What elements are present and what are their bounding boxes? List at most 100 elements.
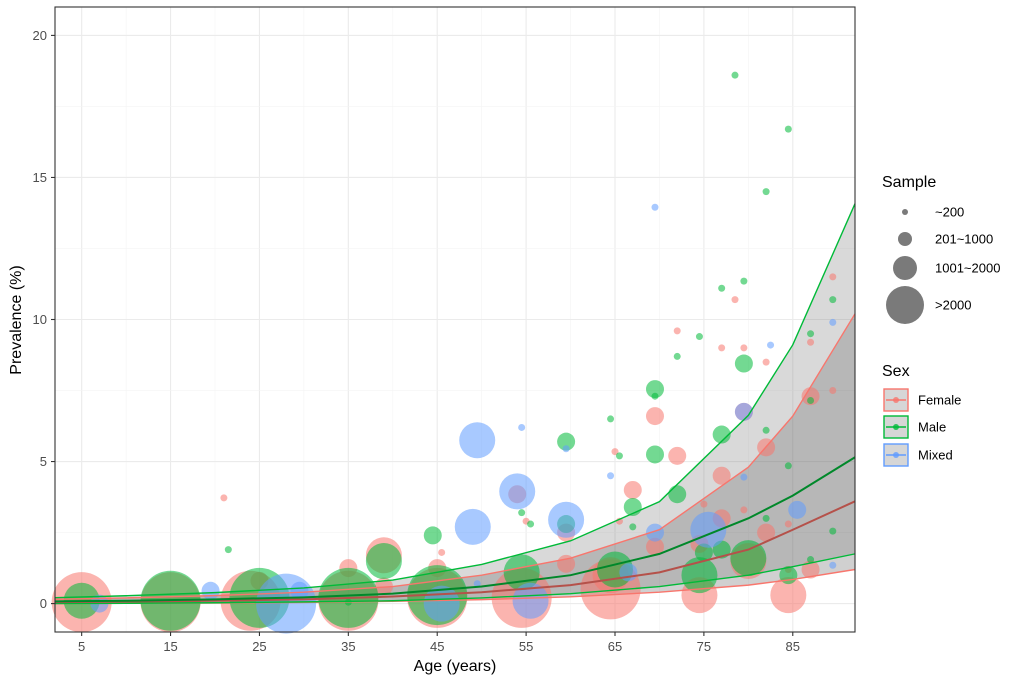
- male-point: [807, 396, 815, 404]
- male-point: [807, 330, 815, 338]
- female-point: [611, 448, 619, 456]
- male-point: [762, 188, 770, 196]
- male-point: [557, 432, 576, 451]
- mixed-point: [473, 580, 481, 588]
- male-point: [695, 333, 703, 341]
- female-point: [646, 407, 664, 426]
- color-legend-title: Sex: [882, 363, 910, 380]
- male-point: [807, 556, 815, 564]
- female-point: [673, 327, 681, 335]
- mixed-point: [201, 581, 220, 600]
- male-point: [712, 425, 731, 444]
- size-legend-label: 1001~2000: [935, 261, 1000, 276]
- color-legend-point: [893, 397, 899, 403]
- male-point: [503, 554, 540, 591]
- x-axis-title: Age (years): [414, 658, 497, 675]
- male-point: [762, 426, 770, 434]
- mixed-point: [646, 523, 664, 542]
- female-point: [712, 466, 731, 485]
- axis-layer: 5 15 25 35 45 55 65 75 85 0 5 10 15 20: [33, 28, 800, 654]
- female-point: [700, 500, 708, 508]
- color-legend-label: Mixed: [918, 448, 953, 463]
- x-tick-label: 85: [786, 639, 800, 654]
- male-point: [224, 546, 232, 554]
- mixed-point: [499, 473, 536, 510]
- female-point: [731, 296, 739, 304]
- mixed-point: [740, 473, 748, 481]
- male-point: [423, 526, 442, 545]
- male-point: [607, 415, 615, 423]
- size-legend-marker: [898, 232, 912, 246]
- female-point: [718, 344, 726, 352]
- female-point: [668, 446, 687, 465]
- color-legend-label: Female: [918, 393, 961, 408]
- female-point: [801, 387, 820, 406]
- male-point: [365, 542, 402, 579]
- x-tick-label: 5: [78, 639, 85, 654]
- female-point: [740, 344, 748, 352]
- male-point: [646, 445, 664, 464]
- male-point: [646, 380, 664, 399]
- female-point: [438, 548, 446, 556]
- y-tick-label: 15: [33, 170, 47, 185]
- male-point: [784, 462, 792, 470]
- mixed-point: [607, 472, 615, 480]
- male-point: [718, 284, 726, 292]
- color-legend-point: [893, 452, 899, 458]
- mixed-point: [829, 318, 837, 326]
- grid-layer: [55, 7, 855, 632]
- size-legend-label: ~200: [935, 205, 964, 220]
- male-point: [829, 527, 837, 535]
- mixed-point: [518, 423, 526, 431]
- male-point: [762, 514, 770, 522]
- male-point: [668, 485, 687, 504]
- fit-line-layer: [54, 203, 856, 605]
- male-point: [673, 352, 681, 360]
- mixed-point: [459, 422, 496, 459]
- mixed-point: [290, 581, 309, 600]
- female-point: [762, 358, 770, 366]
- mixed-point: [788, 500, 807, 519]
- male-point: [740, 277, 748, 285]
- y-axis-title: Prevalence (%): [8, 265, 25, 374]
- female-confidence-band: [55, 313, 855, 604]
- male-point: [730, 540, 767, 577]
- size-legend-marker: [902, 209, 908, 215]
- mixed-point: [829, 561, 837, 569]
- mixed-point: [767, 341, 775, 349]
- size-legend-title: Sample: [882, 174, 936, 191]
- x-tick-label: 35: [341, 639, 355, 654]
- male-fit-line: [54, 456, 856, 603]
- male-point: [615, 452, 623, 460]
- mixed-point: [562, 445, 570, 453]
- color-legend-point: [893, 424, 899, 430]
- female-point: [757, 523, 776, 542]
- x-tick-label: 55: [519, 639, 533, 654]
- x-tick-label: 45: [430, 639, 444, 654]
- mixed-point: [256, 573, 317, 634]
- male-point: [651, 392, 659, 400]
- male-point: [694, 543, 713, 562]
- male-band-upper-line: [54, 203, 856, 599]
- size-legend-marker: [893, 256, 917, 280]
- size-legend-label: 201~1000: [935, 232, 993, 247]
- male-point: [734, 354, 753, 373]
- female-point: [770, 577, 807, 614]
- mixed-point: [454, 508, 491, 545]
- y-tick-label: 10: [33, 312, 47, 327]
- male-point: [527, 520, 535, 528]
- size-legend-marker: [886, 286, 924, 324]
- female-point: [829, 387, 837, 395]
- female-fit-line: [54, 500, 856, 604]
- x-tick-label: 75: [697, 639, 711, 654]
- female-point: [220, 494, 228, 502]
- female-point: [623, 480, 642, 499]
- female-point: [807, 338, 815, 346]
- legend: Sample Sex ~200 201~1000 1001~2000 >2000 Fem…: [882, 174, 1000, 467]
- female-point: [829, 273, 837, 281]
- female-point: [740, 506, 748, 514]
- y-tick-label: 20: [33, 28, 47, 43]
- y-tick-label: 5: [40, 454, 47, 469]
